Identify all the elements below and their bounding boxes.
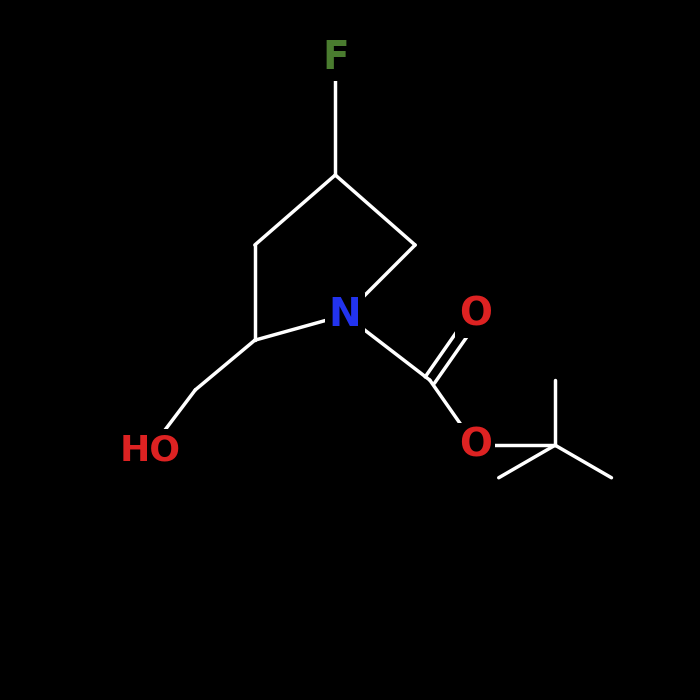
Text: N: N — [329, 296, 361, 334]
Text: HO: HO — [119, 433, 181, 467]
Text: O: O — [458, 426, 492, 464]
Text: F: F — [322, 39, 349, 77]
Text: O: O — [458, 296, 492, 334]
